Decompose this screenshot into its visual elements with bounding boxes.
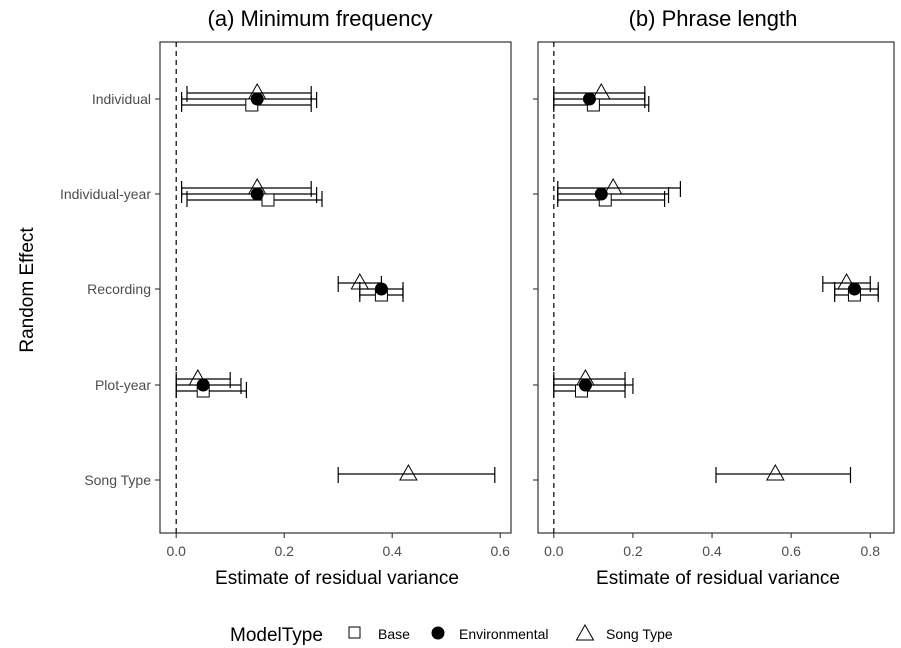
- legend-song-type-marker: [575, 623, 595, 641]
- y-tick-label-individual: Individual: [92, 91, 151, 107]
- y-tick-label-recording: Recording: [87, 281, 151, 297]
- legend-base-marker: [348, 626, 361, 639]
- panel-a-x-tick-label: 0.0: [166, 543, 186, 559]
- panel-a-environmental-individual-year-point: [250, 187, 264, 201]
- panel-a-x-tick-label: 0.6: [490, 543, 510, 559]
- panel-b-x-tick-label: 0.8: [861, 543, 881, 559]
- y-axis-title: Random Effect: [17, 227, 38, 353]
- y-tick-label-plot-year: Plot-year: [95, 377, 151, 393]
- panel-b-environmental-individual-year-point: [594, 187, 608, 201]
- panel-b-song-type-individual-point: [591, 82, 611, 100]
- panel-b-song-type-recording-point: [837, 272, 856, 290]
- legend: ModelType Base Environmental Song Type: [230, 623, 673, 646]
- panel-b-song-type-song-type-point: [765, 463, 785, 481]
- panel-a-frame: [159, 41, 512, 534]
- panel-b-environmental-recording-point: [847, 282, 861, 296]
- legend-environmental-marker: [431, 626, 445, 640]
- legend-song-type-label: Song Type: [606, 626, 673, 642]
- y-tick-label-individual-year: Individual-year: [60, 186, 151, 202]
- panel-b-environmental-plot-year-point: [578, 378, 592, 392]
- panel-a-environmental-plot-year-point: [196, 378, 210, 392]
- panel-a-plot: 0.0 0.2 0.4 0.6: [155, 42, 510, 559]
- panel-a-base-individual-year-point: [261, 193, 275, 207]
- y-tick-labels: Individual Individual-year Recording Plot-y…: [60, 91, 151, 488]
- panel-b-x-tick-label: 0.0: [544, 543, 564, 559]
- panel-b-x-tick-label: 0.6: [781, 543, 801, 559]
- panel-b-x-axis-title: Estimate of residual variance: [596, 568, 840, 589]
- panel-b-song-type-individual-year-point: [603, 177, 623, 195]
- panel-b-x-tick-label: 0.4: [702, 543, 722, 559]
- panel-b-frame: [537, 41, 895, 534]
- panel-b-x-tick-label: 0.2: [623, 543, 643, 559]
- panel-b-title: (b) Phrase length: [629, 6, 798, 31]
- panel-a-x-tick-label: 0.2: [274, 543, 294, 559]
- panel-a-environmental-individual-point: [250, 92, 264, 106]
- panel-b-plot: 0.0 0.2 0.4 0.6 0.8: [533, 42, 880, 559]
- panel-a-x-axis-title: Estimate of residual variance: [215, 568, 459, 589]
- legend-base-label: Base: [378, 626, 410, 642]
- y-tick-label-song-type: Song Type: [84, 472, 151, 488]
- panel-a-x-tick-label: 0.4: [382, 543, 402, 559]
- legend-title: ModelType: [230, 625, 323, 646]
- panel-a-song-type-recording-point: [350, 272, 370, 290]
- legend-environmental-label: Environmental: [459, 626, 549, 642]
- panel-a-environmental-recording-point: [374, 282, 388, 296]
- panel-a-title: (a) Minimum frequency: [208, 6, 433, 31]
- panel-b-environmental-individual-point: [582, 92, 596, 106]
- panel-a-song-type-song-type-point: [399, 463, 418, 481]
